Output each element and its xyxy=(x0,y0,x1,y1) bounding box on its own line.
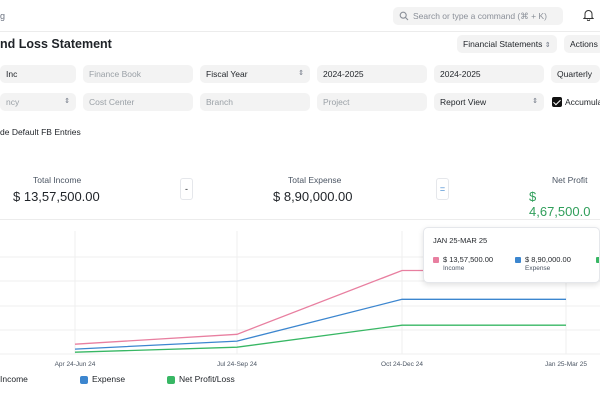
net-profit-value: $ 4,67,500.0 xyxy=(529,189,591,219)
series-line-expense xyxy=(74,298,566,350)
chart-tooltip: JAN 25-MAR 25 $ 13,57,500.00 Income $ 8,… xyxy=(423,227,600,283)
branch-field[interactable]: Branch xyxy=(200,93,310,111)
search-input[interactable]: Search or type a command (⌘ + K) xyxy=(393,7,563,25)
from-fiscal-year-field[interactable]: 2024-2025 xyxy=(317,65,427,83)
periodicity-select[interactable]: Quarterly xyxy=(551,65,600,83)
period-type-select[interactable]: Fiscal Year ⇕ xyxy=(200,65,310,83)
legend-profit-swatch xyxy=(167,376,175,384)
financial-statements-button[interactable]: Financial Statements ⇕ xyxy=(457,35,557,53)
project-field[interactable]: Project xyxy=(317,93,427,111)
search-icon xyxy=(399,11,409,21)
x-tick-label: Apr 24-Jun 24 xyxy=(55,361,96,368)
x-tick-label: Jan 25-Mar 25 xyxy=(545,361,587,368)
breadcrumb[interactable]: g xyxy=(0,11,6,21)
page-title: nd Loss Statement xyxy=(0,37,112,51)
tooltip-swatch-profit xyxy=(596,257,599,263)
actions-label: Actions xyxy=(570,39,598,49)
divider xyxy=(0,219,600,220)
tooltip-title: JAN 25-MAR 25 xyxy=(433,236,488,245)
to-fiscal-year-field[interactable]: 2024-2025 xyxy=(434,65,544,83)
include-default-fb-label: de Default FB Entries xyxy=(0,127,81,137)
currency-placeholder: ncy xyxy=(6,97,20,107)
legend-income-label: Income xyxy=(0,374,28,384)
chevron-updown-icon: ⇕ xyxy=(544,42,551,49)
period-type-value: Fiscal Year xyxy=(206,69,248,79)
legend-profit-label: Net Profit/Loss xyxy=(179,374,235,384)
chevron-updown-icon: ⇕ xyxy=(64,98,70,105)
actions-button[interactable]: Actions xyxy=(564,35,600,53)
x-tick-label: Oct 24-Dec 24 xyxy=(381,361,423,368)
total-income-value: $ 13,57,500.00 xyxy=(13,189,100,204)
chevron-updown-icon: ⇕ xyxy=(532,98,538,105)
financial-statements-label: Financial Statements xyxy=(463,39,543,49)
minus-operator: - xyxy=(180,178,193,200)
legend-expense-label: Expense xyxy=(92,374,126,384)
total-income-label: Total Income xyxy=(33,175,82,185)
accumulated-label: Accumula xyxy=(565,97,600,107)
tooltip-swatch-income xyxy=(433,257,439,263)
total-expense-value: $ 8,90,000.00 xyxy=(273,189,353,204)
equals-operator: = xyxy=(436,178,449,200)
tooltip-income-name: Income xyxy=(443,265,465,272)
search-placeholder: Search or type a command (⌘ + K) xyxy=(413,11,547,21)
finance-book-field[interactable]: Finance Book xyxy=(83,65,193,83)
x-tick-label: Jul 24-Sep 24 xyxy=(217,361,257,368)
chevron-updown-icon: ⇕ xyxy=(298,70,304,77)
cost-center-field[interactable]: Cost Center xyxy=(83,93,193,111)
tooltip-swatch-expense xyxy=(515,257,521,263)
total-expense-label: Total Expense xyxy=(288,175,342,185)
currency-select[interactable]: ncy ⇕ xyxy=(0,93,76,111)
report-view-value: Report View xyxy=(440,97,487,107)
report-view-select[interactable]: Report View ⇕ xyxy=(434,93,544,111)
bell-icon[interactable] xyxy=(583,9,594,21)
company-field[interactable]: Inc xyxy=(0,65,76,83)
tooltip-expense-name: Expense xyxy=(525,265,551,272)
series-line-net-profit-loss xyxy=(74,324,566,353)
tooltip-expense-value: $ 8,90,000.00 xyxy=(525,255,571,264)
top-bar: g Search or type a command (⌘ + K) xyxy=(0,0,600,32)
legend-expense-swatch xyxy=(80,376,88,384)
accumulated-checkbox[interactable] xyxy=(552,97,562,107)
tooltip-income-value: $ 13,57,500.00 xyxy=(443,255,494,264)
net-profit-label: Net Profit xyxy=(552,175,588,185)
